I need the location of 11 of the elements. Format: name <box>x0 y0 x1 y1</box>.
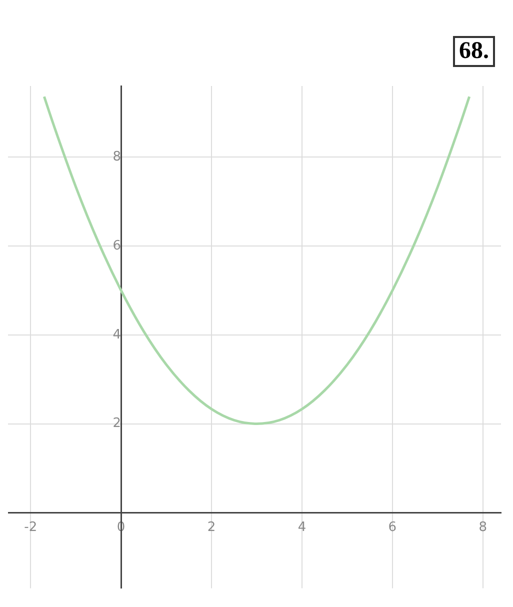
line-series <box>42 95 471 426</box>
y-tick-label: 2 <box>112 416 122 432</box>
y-tick-label: 4 <box>112 327 122 342</box>
y-tick-label: 8 <box>112 149 122 164</box>
x-tick-label: 4 <box>298 520 306 535</box>
x-tick-label: 8 <box>478 520 488 535</box>
y-tick-label: 6 <box>112 238 122 254</box>
text: 68. <box>453 36 495 67</box>
x-tick-label: 6 <box>388 520 397 535</box>
x-tick-label: 2 <box>207 520 216 535</box>
x-tick-label: -2 <box>24 520 38 535</box>
